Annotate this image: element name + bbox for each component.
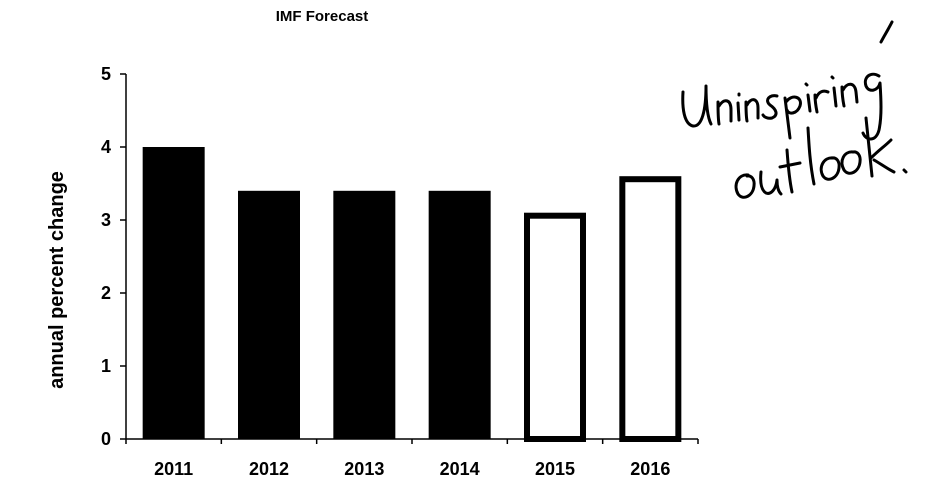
y-axis: 0 1 2 3 4 5 bbox=[101, 64, 126, 449]
y-axis-label: annual percent change bbox=[46, 171, 68, 389]
bar-2016 bbox=[619, 176, 682, 442]
bar-2015 bbox=[524, 212, 586, 442]
x-tick-label: 2015 bbox=[535, 459, 575, 479]
y-tick-label: 4 bbox=[101, 137, 111, 157]
x-axis: 2011 2012 2013 2014 2015 2016 bbox=[125, 439, 699, 479]
y-tick-label: 0 bbox=[101, 429, 111, 449]
y-tick-label: 3 bbox=[101, 210, 111, 230]
x-tick-label: 2011 bbox=[154, 459, 193, 479]
x-tick-label: 2013 bbox=[344, 459, 384, 479]
y-tick-label: 2 bbox=[101, 283, 111, 303]
x-tick-label: 2016 bbox=[630, 459, 670, 479]
bar-2014 bbox=[428, 190, 491, 439]
bar-2011 bbox=[142, 147, 205, 439]
handwritten-annotation bbox=[681, 20, 908, 199]
bar-2012 bbox=[238, 190, 300, 439]
chart-title: IMF Forecast bbox=[276, 8, 369, 25]
y-tick-label: 1 bbox=[101, 356, 111, 376]
bars bbox=[142, 147, 682, 442]
y-tick-label: 5 bbox=[101, 64, 111, 84]
x-tick-label: 2014 bbox=[440, 459, 480, 479]
x-tick-label: 2012 bbox=[249, 459, 289, 479]
bar-2013 bbox=[333, 190, 396, 439]
